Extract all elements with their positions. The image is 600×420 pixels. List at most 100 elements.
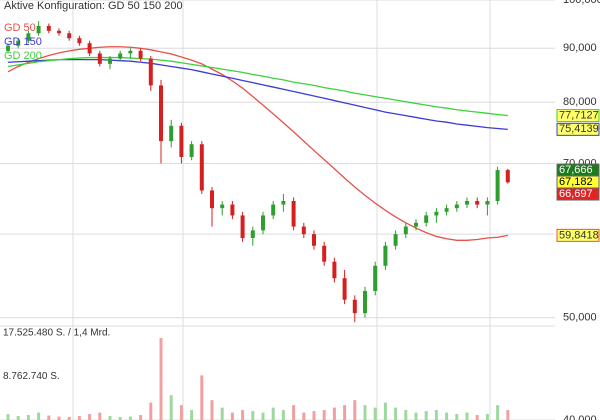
volume-bar [159,338,163,420]
candle-body [67,33,72,39]
end-label-box [556,228,600,242]
volume-bar [353,400,357,420]
volume-bar [496,405,500,420]
volume-bar [47,415,51,420]
y-tick-label: 50,000 [563,312,597,324]
volume-bar [230,412,234,420]
volume-bar [108,416,112,420]
volume-bar [363,405,367,420]
volume-bar [190,410,194,420]
volume-bar [57,416,61,420]
volume-bar [261,412,265,420]
candle-body [332,261,337,279]
candle-body [6,45,10,51]
volume-bar [179,405,183,420]
legend-entry: GD 50 [4,22,36,34]
quote-box [556,187,600,201]
volume-bar [251,411,255,420]
volume-bar [6,414,10,420]
volume-bar [118,417,122,420]
candle-body [352,299,357,314]
y-tick-label: 80,000 [563,96,597,108]
volume-bar [475,415,479,420]
volume-bar [424,411,428,420]
volume-bar [383,402,387,420]
moving-average [7,58,508,130]
candle-body [57,30,61,34]
legend-entry: GD 150 [4,36,42,48]
candle-body [118,53,123,59]
candle-body [465,200,469,205]
volume-bar [88,414,92,420]
volume-bar [332,407,336,420]
end-label: 77,7127 [559,109,599,121]
candle-body [108,58,112,64]
candle-body [393,234,398,246]
candle-body [301,226,306,235]
volume-bar [485,414,489,420]
volume-bar [26,415,30,420]
volume-bar [312,411,316,420]
candle-body [383,245,388,266]
y-tick-label: 90,000 [563,42,597,54]
candle-body [199,144,204,191]
volume-tick-label: 17.525.480 S. / 1,4 Mrd. [3,328,110,339]
candle-body [210,190,214,209]
candle-body [36,25,41,34]
volume-bar [394,407,398,420]
volume-bar [445,412,449,420]
volume-bar [169,395,173,420]
candle-body [444,208,449,212]
end-label-box [556,109,600,123]
candle-body [179,125,184,157]
candle-body [495,170,500,201]
candle-body [454,204,459,209]
y-tick-label: 100,000 [563,0,600,6]
quote-label: 67,182 [559,176,593,188]
volume-bar [271,407,275,420]
candle-body [97,53,102,64]
candle-body [363,291,367,314]
candle-body [424,215,429,223]
candle-body [475,200,480,205]
candle-body [250,230,255,238]
volume-bar [343,405,347,420]
volume-bar [414,412,418,420]
volume-bar [139,415,143,420]
candle-body [138,50,143,59]
volume-bar [128,416,132,420]
volume-bar [16,416,20,420]
quote-label: 67,666 [559,164,593,176]
candle-body [291,200,296,227]
volume-tick-label: 8.762.740 S. [3,371,60,382]
candle-body [87,43,92,54]
volume-bar [220,407,224,420]
volume-bar [506,410,510,420]
volume-bar [434,410,438,420]
volume-bar [404,410,408,420]
quote-label: 66,697 [559,188,593,200]
candle-body [414,222,418,227]
candle-body [159,85,163,142]
candle-body [148,58,153,86]
candle-body [485,200,490,205]
candle-body [128,50,133,54]
candle-body [46,25,51,31]
candle-body [342,278,347,300]
candle-body [373,265,378,292]
volume-bar [281,410,285,420]
volume-bar [77,416,81,420]
candle-body [230,204,235,216]
volume-bar [465,412,469,420]
volume-bar [67,417,71,420]
volume-bar [149,402,153,420]
candle-body [220,204,225,209]
volume-bar [241,410,245,420]
volume-bar [210,400,214,420]
candle-body [261,215,265,231]
candle-body [403,226,408,235]
candle-body [77,38,82,44]
legend-entry: GD 200 [4,50,42,62]
candle-body [169,125,174,142]
